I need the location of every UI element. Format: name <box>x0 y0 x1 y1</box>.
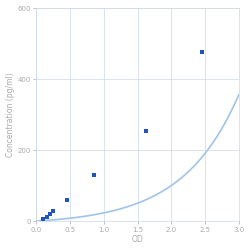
X-axis label: OD: OD <box>132 236 143 244</box>
Point <box>44 215 48 219</box>
Point <box>144 128 148 132</box>
Point <box>51 209 55 213</box>
Point <box>92 173 96 177</box>
Point <box>200 50 204 54</box>
Point <box>48 212 52 216</box>
Point <box>41 217 45 221</box>
Y-axis label: Concentration (pg/ml): Concentration (pg/ml) <box>6 72 15 157</box>
Point <box>65 198 69 202</box>
